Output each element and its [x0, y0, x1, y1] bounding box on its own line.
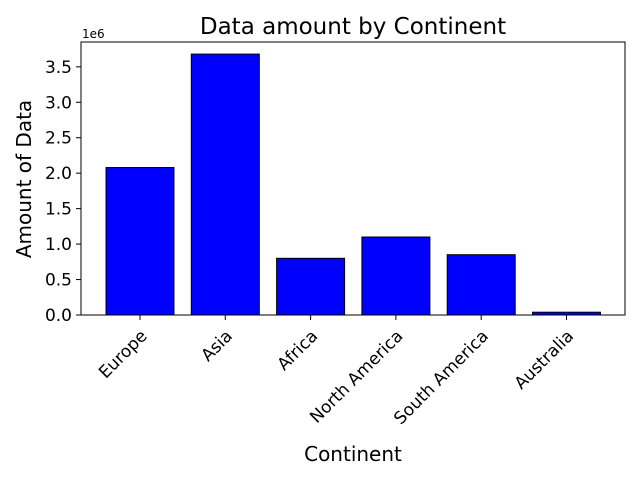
- y-tick-label: 0.5: [45, 271, 72, 291]
- y-tick-label: 3.5: [45, 58, 72, 78]
- y-tick-label: 2.0: [45, 164, 72, 184]
- plot-frame: [80, 41, 626, 316]
- x-tick-label: Australia: [511, 326, 578, 393]
- y-tick-label: 2.5: [45, 129, 72, 149]
- x-axis-label: Continent: [304, 442, 402, 466]
- x-tick-label: Africa: [274, 326, 322, 374]
- bar-north-america: [361, 236, 431, 316]
- y-axis-label: Amount of Data: [12, 100, 36, 258]
- y-ticks-group: 0.0 0.5 1.0 1.5 2.0 2.5 3.0 3.5: [45, 58, 81, 326]
- y-tick-label: 0.0: [45, 306, 72, 326]
- bar-africa: [276, 257, 346, 316]
- y-tick-label: 1.0: [45, 235, 72, 255]
- x-tick-label: Asia: [197, 326, 236, 365]
- bar-south-america: [446, 254, 516, 316]
- bars-group: [105, 53, 601, 316]
- bar-asia: [190, 53, 260, 316]
- x-tick-label: Europe: [95, 326, 151, 382]
- y-axis-offset-label: 1e6: [82, 27, 105, 41]
- chart-title: Data amount by Continent: [200, 14, 506, 40]
- bar-europe: [105, 167, 175, 316]
- y-tick-label: 1.5: [45, 200, 72, 220]
- y-tick-label: 3.0: [45, 93, 72, 113]
